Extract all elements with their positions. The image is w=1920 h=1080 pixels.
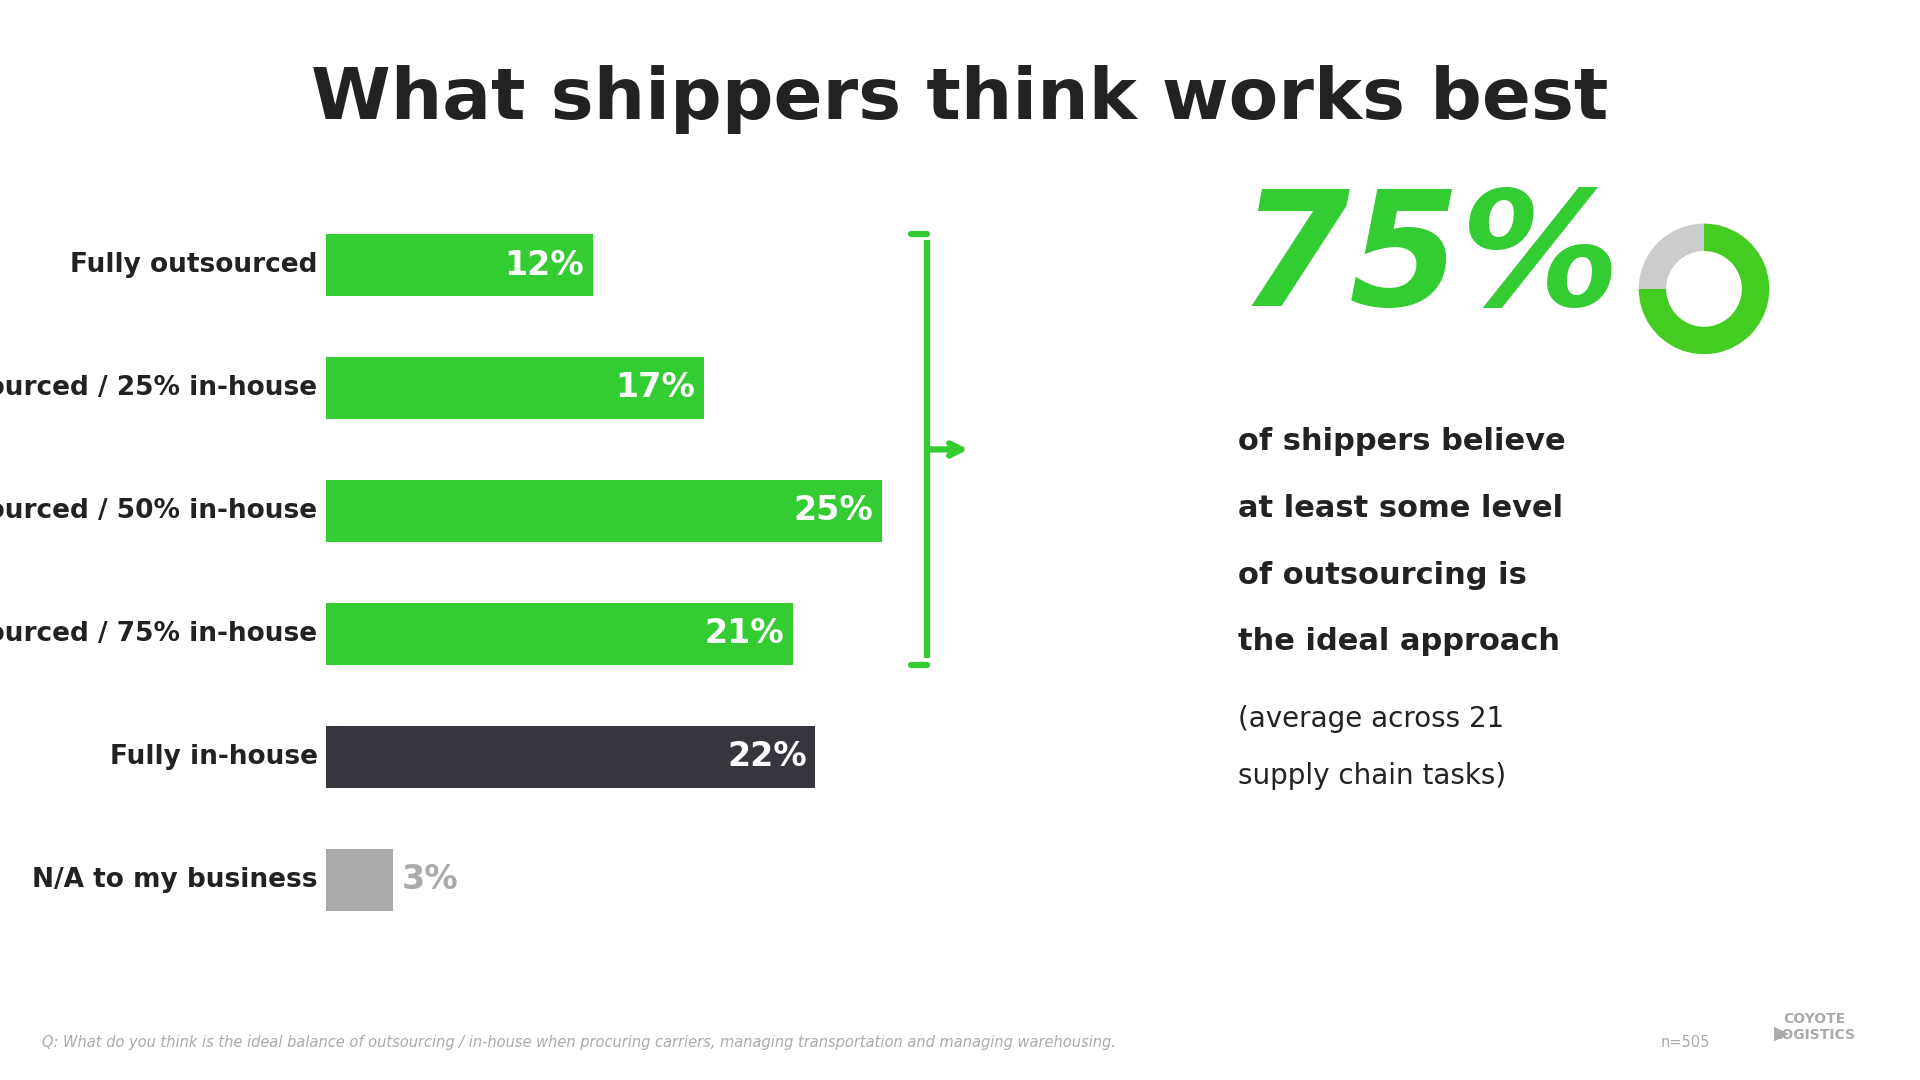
Text: 3%: 3%: [401, 863, 459, 896]
Bar: [326, 357, 705, 419]
Text: 75% outsourced / 25% in-house: 75% outsourced / 25% in-house: [0, 375, 317, 401]
Text: Q: What do you think is the ideal balance of outsourcing / in-house when procuri: Q: What do you think is the ideal balanc…: [42, 1035, 1116, 1050]
Text: What shippers think works best: What shippers think works best: [311, 65, 1609, 134]
Bar: [326, 849, 394, 910]
Text: ▶: ▶: [1774, 1023, 1789, 1042]
Text: of outsourcing is: of outsourcing is: [1238, 561, 1526, 590]
Text: of shippers believe: of shippers believe: [1238, 427, 1567, 456]
Text: at least some level: at least some level: [1238, 494, 1563, 523]
Text: 12%: 12%: [505, 248, 584, 282]
Text: (average across 21: (average across 21: [1238, 705, 1505, 733]
Text: 21%: 21%: [705, 618, 785, 650]
Wedge shape: [1640, 224, 1768, 354]
Text: Fully outsourced: Fully outsourced: [69, 252, 317, 278]
Bar: [326, 726, 816, 787]
Text: 22%: 22%: [728, 740, 806, 773]
Text: N/A to my business: N/A to my business: [33, 867, 317, 893]
Text: n=505: n=505: [1661, 1035, 1711, 1050]
Text: COYOTE
LOGISTICS: COYOTE LOGISTICS: [1774, 1012, 1855, 1042]
Bar: [326, 603, 793, 664]
Text: Fully in-house: Fully in-house: [109, 744, 317, 770]
Text: 25% outsourced / 75% in-house: 25% outsourced / 75% in-house: [0, 621, 317, 647]
Wedge shape: [1640, 224, 1705, 288]
Bar: [326, 234, 593, 296]
Text: 75%: 75%: [1238, 184, 1620, 339]
Text: supply chain tasks): supply chain tasks): [1238, 762, 1507, 791]
Text: the ideal approach: the ideal approach: [1238, 627, 1561, 657]
Text: 17%: 17%: [616, 372, 695, 405]
Text: 25%: 25%: [793, 495, 874, 527]
Bar: [326, 481, 881, 542]
Text: 50% outsourced / 50% in-house: 50% outsourced / 50% in-house: [0, 498, 317, 524]
